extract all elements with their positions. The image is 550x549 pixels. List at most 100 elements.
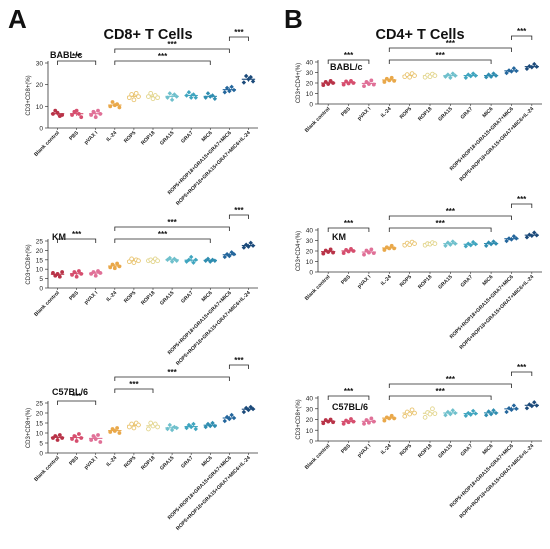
x-tick-label: IL-24	[105, 130, 118, 143]
data-point	[532, 400, 537, 405]
data-point	[229, 412, 234, 418]
data-point	[488, 241, 494, 247]
data-point	[96, 433, 100, 437]
data-point	[167, 255, 172, 261]
significance-bracket	[388, 59, 492, 64]
data-point	[91, 434, 96, 438]
data-point	[57, 274, 62, 279]
y-tick-label: 30	[306, 238, 314, 245]
x-tick-label: Blank control	[33, 130, 61, 158]
data-point	[222, 90, 227, 95]
significance-label: ***	[72, 230, 82, 239]
significance-bracket	[327, 227, 370, 232]
data-point	[453, 241, 458, 246]
x-tick-label: MIC6	[201, 455, 214, 468]
data-point	[466, 72, 471, 77]
data-point	[409, 407, 415, 413]
data-point	[387, 246, 392, 251]
data-point	[79, 436, 84, 440]
data-point	[193, 426, 198, 432]
data-point	[146, 94, 151, 99]
data-point	[205, 256, 211, 262]
data-point	[448, 411, 453, 417]
panel-letter-a: A	[8, 4, 27, 34]
data-point	[188, 95, 194, 100]
significance-label: ***	[446, 207, 456, 216]
data-point	[351, 419, 356, 424]
data-point	[371, 419, 376, 424]
data-point	[362, 421, 366, 426]
x-tick-label: PBS	[340, 106, 352, 118]
data-point	[362, 252, 366, 257]
data-point	[165, 95, 170, 100]
data-point	[445, 409, 451, 415]
data-point	[77, 112, 81, 116]
data-point	[371, 82, 376, 87]
data-point	[493, 73, 499, 78]
data-point	[231, 251, 237, 257]
data-point	[89, 438, 94, 442]
data-point	[227, 416, 232, 422]
data-point	[110, 262, 115, 267]
data-point	[473, 73, 478, 78]
data-point	[169, 259, 175, 264]
data-point	[98, 440, 103, 444]
data-point	[205, 91, 211, 96]
data-point	[129, 421, 134, 427]
data-point	[70, 437, 74, 441]
significance-bracket	[388, 47, 512, 52]
significance-bracket	[327, 59, 370, 64]
panel-title-b: CD4+ T Cells	[375, 27, 464, 43]
significance-bracket	[114, 48, 230, 53]
data-point	[98, 112, 103, 116]
data-point	[470, 408, 476, 414]
x-tick-label: ROP5	[123, 290, 137, 304]
data-point	[509, 407, 514, 413]
data-point	[115, 102, 120, 107]
y-tick-label: 20	[306, 81, 314, 88]
significance-label: ***	[129, 380, 139, 389]
data-point	[208, 94, 213, 99]
data-point	[443, 243, 448, 248]
data-point	[136, 422, 141, 428]
data-point	[174, 258, 179, 263]
data-point	[534, 233, 539, 238]
x-tick-label: pVAX I	[357, 106, 373, 122]
x-tick-label: ROP18	[140, 130, 156, 146]
data-point	[77, 269, 81, 273]
significance-label: ***	[234, 206, 244, 215]
y-tick-label: 20	[306, 249, 314, 256]
data-point	[427, 411, 433, 417]
data-point	[229, 84, 234, 90]
data-point	[188, 254, 194, 260]
data-point	[321, 421, 326, 426]
data-point	[484, 413, 489, 418]
strain-label: BABL/c	[330, 62, 363, 72]
x-tick-label: pVAX I	[357, 443, 373, 459]
data-point	[246, 77, 251, 82]
data-point	[514, 236, 519, 241]
data-point	[108, 265, 113, 270]
data-point	[155, 424, 160, 430]
data-point	[126, 95, 132, 101]
data-point	[55, 110, 60, 115]
data-point	[504, 70, 509, 76]
y-tick-label: 40	[306, 60, 314, 67]
y-tick-label: 5	[39, 276, 43, 283]
data-point	[131, 425, 137, 431]
strain-label: BABL/c	[50, 50, 83, 60]
significance-label: ***	[234, 356, 244, 365]
data-point	[341, 251, 346, 256]
significance-bracket	[511, 203, 533, 208]
y-axis-label: CD3+CD8+(%)	[296, 399, 302, 439]
y-tick-label: 0	[309, 439, 313, 446]
data-point	[89, 113, 94, 117]
data-point	[57, 433, 62, 437]
data-point	[188, 424, 194, 430]
x-tick-label: PBS	[340, 443, 352, 455]
data-point	[470, 239, 476, 245]
x-tick-label: PBS	[340, 274, 352, 286]
x-tick-label: ROP5	[123, 130, 137, 144]
data-point	[369, 247, 374, 252]
data-point	[174, 425, 179, 431]
